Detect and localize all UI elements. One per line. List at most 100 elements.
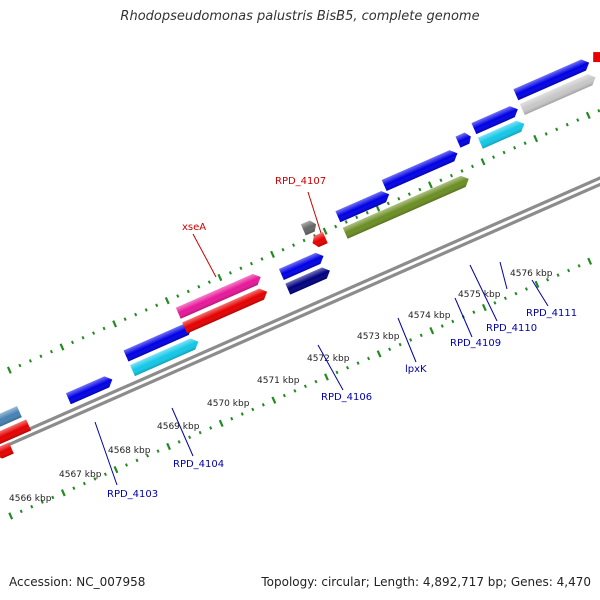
ruler-tick [567,268,571,273]
ruler-tick [123,317,127,321]
ruler-tick [376,350,382,358]
ruler-tick [156,449,160,453]
ruler-tick [460,169,464,173]
gene-steel-left-shade [0,406,22,439]
gene-red-edge-right [593,52,600,63]
ruler-tick [492,155,496,159]
ruler-tick [302,238,306,243]
ruler-tick [472,310,476,314]
ruler-tick [419,333,423,338]
gene-forward-g-shade [513,59,590,101]
ruler-tick [493,301,497,305]
ruler-tick [270,250,275,259]
ruler-tick [546,277,550,282]
gene-rpd4107 [312,232,328,248]
ruler-tick [103,472,107,477]
leader-line-rpd4111b [531,279,549,307]
ruler-tick [60,489,66,497]
gene-label-rpd4111: RPD_4111 [526,308,577,319]
gene-forward-b-shade [123,323,192,362]
gene-xsea-shade [175,273,261,319]
tick-label-4571: 4571 kbp [257,376,300,386]
gene-rpd4106a [278,252,324,280]
ruler-tick [177,440,181,444]
gene-rpd4104-shade [130,338,199,377]
ruler-tick [249,261,253,266]
ruler-tick [102,326,106,331]
gene-rpd4107-shade [312,232,328,248]
ruler-tick [481,303,487,312]
ruler-tick [355,215,359,220]
gene-rpd4111-shade [519,74,596,115]
ruler-tick [135,458,139,463]
ruler-tick [407,192,411,196]
ruler-tick [314,379,318,384]
gene-forward-d [381,150,458,191]
gene-rpd4106b-shade [285,267,330,295]
ruler-tick [81,335,85,340]
leader-line-rpd4111 [499,261,508,290]
ruler-tick [251,407,255,412]
ruler-tick [397,197,401,201]
ruler-tick [188,435,192,439]
gene-label-rpd4104: RPD_4104 [173,459,224,470]
gene-rpd4107-box [300,220,317,236]
leader-line-rpd4109 [454,297,473,338]
gene-features [0,52,600,459]
gene-forward-b [123,323,192,362]
tick-label-4576: 4576 kbp [510,269,553,279]
tick-label-4575: 4575 kbp [458,290,501,300]
tick-labels: 4566 kbp 4567 kbp 4568 kbp 4569 kbp 4570… [9,269,553,504]
ruler-tick [281,247,285,252]
gene-lpxk-shade [342,175,469,239]
ruler-tick [513,146,517,150]
ruler-tick [8,512,14,520]
gene-red-left-shade [0,419,32,452]
gene-label-rpd4107: RPD_4107 [275,176,326,187]
ruler-tick [514,291,518,296]
gene-label-rpd4106: RPD_4106 [321,392,372,403]
ruler-tick [197,285,201,289]
ruler-tick [70,340,75,345]
gene-rpd4110-shade [477,120,525,149]
backbone-line [0,176,600,444]
ruler-tick [239,266,243,271]
ruler-tick [209,426,213,430]
ruler-tick [146,453,150,458]
ruler-tick [335,370,339,375]
ruler-tick [217,273,223,282]
topology-summary: Topology: circular; Length: 4,892,717 bp… [261,575,591,589]
ruler-tick [82,481,86,486]
gene-label-rpd4103: RPD_4103 [107,489,158,500]
ruler-tick [480,158,486,166]
tick-label-4572: 4572 kbp [307,354,350,364]
gene-steel-left [0,406,22,439]
leader-line-xsea [192,233,217,278]
ruler-tick [324,373,329,381]
gene-small-e-shade [455,132,471,148]
ruler-tick [261,403,265,407]
ruler-tick [19,509,23,514]
ruler-tick [356,361,360,365]
tick-label-4568: 4568 kbp [108,446,151,456]
ruler-tick [218,419,224,427]
gene-xsea [175,273,261,319]
gene-rpd4106a-shade [278,252,324,280]
ruler-tick [40,500,44,504]
ruler-tick [365,210,369,215]
ruler-tick [386,201,390,206]
gene-label-rpd4109: RPD_4109 [450,338,501,349]
ruler-tick [440,324,444,328]
ruler-tick [51,495,55,500]
ruler-tick [597,109,600,113]
ruler-tick [470,164,475,169]
ruler-tick [534,280,540,289]
map-title: Rhodopseudomonas palustris BisB5, comple… [120,9,480,24]
leader-line-rpd4106 [317,344,344,391]
gene-rpd4104 [130,338,199,377]
ruler-tick [39,354,43,359]
tick-label-4566: 4566 kbp [9,494,52,504]
gene-forward-c-shade [335,191,390,223]
ruler-tick [198,430,202,435]
